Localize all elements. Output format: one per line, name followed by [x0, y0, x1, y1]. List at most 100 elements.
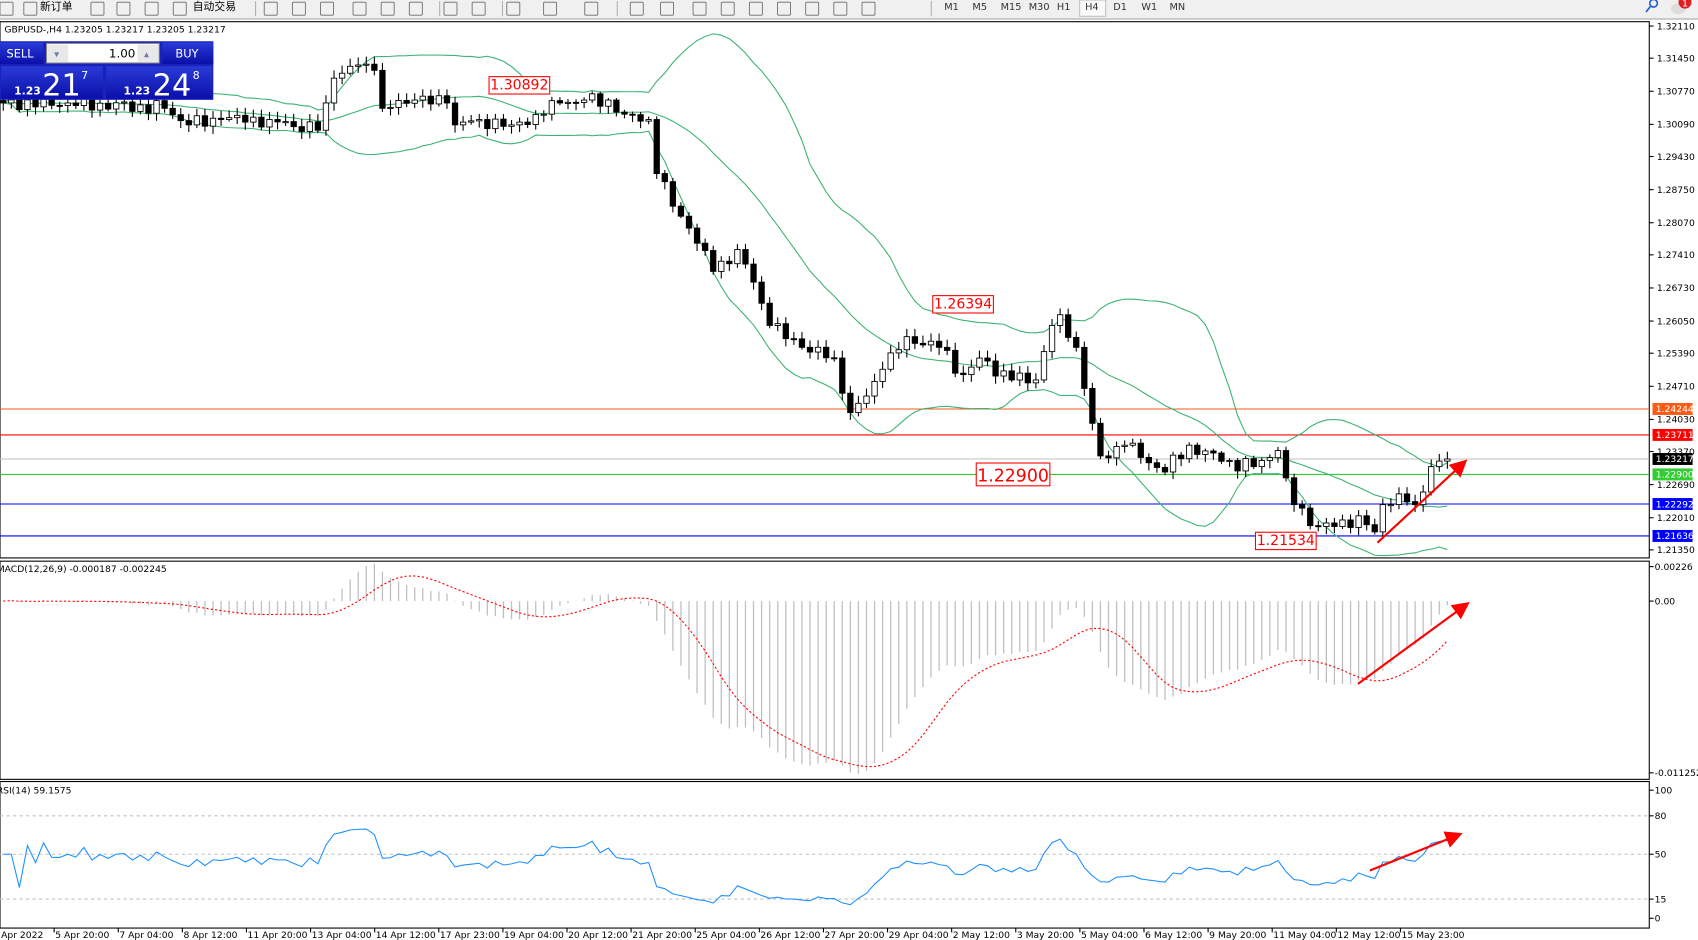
- vertical-line-icon-shape: [660, 1, 675, 16]
- gold-icon[interactable]: [23, 1, 38, 16]
- candle-body: [1186, 444, 1193, 460]
- periods-icon[interactable]: [506, 1, 521, 16]
- price-label-annotation[interactable]: 1.26394: [932, 295, 994, 314]
- sell-button[interactable]: SELL: [0, 42, 44, 65]
- sell-price-box[interactable]: 1.23 21 7: [1, 66, 103, 104]
- candle-body: [1048, 325, 1056, 353]
- candle-body: [976, 357, 983, 368]
- volume-increase-button[interactable]: [137, 44, 159, 62]
- crosshair-icon[interactable]: [629, 1, 644, 16]
- rsi-chart[interactable]: [0, 815, 1650, 906]
- bollinger-middle-band: [3, 95, 1448, 508]
- candle: [1137, 438, 1144, 464]
- price-label-box: [932, 295, 994, 314]
- timeframe-d1[interactable]: D1: [1113, 2, 1127, 13]
- time-axis: Apr 2022 5 Apr 20:00 7 Apr 04:00 8 Apr 12:0…: [1, 928, 1465, 940]
- notifications-icon[interactable]: 1: [1670, 0, 1692, 15]
- timeframe-w1[interactable]: W1: [1141, 2, 1157, 13]
- arrows-icon[interactable]: [861, 1, 876, 16]
- chart-shift-icon[interactable]: [408, 1, 423, 16]
- indicators-icon[interactable]: [471, 1, 486, 16]
- timeframe-m5[interactable]: M5: [972, 2, 987, 13]
- candle-body: [161, 100, 168, 109]
- cursor-icon[interactable]: [584, 1, 599, 16]
- candle-body: [847, 392, 854, 414]
- price-label-annotation[interactable]: 1.30892: [488, 76, 551, 95]
- price-label-text: 1.22900: [977, 466, 1049, 486]
- candle: [597, 91, 604, 114]
- candle: [516, 117, 523, 133]
- price-label-annotation[interactable]: 1.21534: [1254, 531, 1317, 551]
- macd-chart[interactable]: [3, 563, 1449, 774]
- time-tick-label: Apr 2022: [1, 930, 43, 940]
- candle: [492, 113, 499, 134]
- candle: [468, 115, 475, 125]
- candle-body: [411, 99, 418, 104]
- candle: [1250, 455, 1257, 469]
- volume-decrease-button[interactable]: [47, 44, 69, 62]
- candle-body: [863, 395, 870, 404]
- candle: [879, 361, 886, 389]
- new-order-icon[interactable]: [0, 1, 14, 16]
- candle-body: [1355, 515, 1362, 528]
- candle: [726, 256, 733, 272]
- main-chart[interactable]: 1.30892 1.26394 1.22900 1.21534: [0, 33, 1650, 557]
- candle: [621, 109, 628, 119]
- rsi-tick-label: 15: [1655, 894, 1667, 905]
- signal-icon[interactable]: [116, 1, 131, 16]
- timeframe-h4[interactable]: H4: [1085, 2, 1099, 13]
- search-icon[interactable]: [1645, 0, 1659, 13]
- price-tick-label: 1.24710: [1657, 382, 1695, 393]
- text-icon[interactable]: [805, 1, 820, 16]
- fibonacci-icon[interactable]: [777, 1, 791, 16]
- bar-chart-icon[interactable]: [172, 1, 187, 16]
- buy-price-box[interactable]: 1.23 24 8: [106, 66, 213, 104]
- candle-body: [871, 380, 878, 397]
- templates-icon[interactable]: [543, 1, 558, 16]
- market-watch-icon[interactable]: [90, 1, 105, 16]
- trendline-icon[interactable]: [720, 1, 735, 16]
- trend-arrow-price[interactable]: [1376, 459, 1468, 544]
- zoom-in-icon[interactable]: [320, 1, 334, 16]
- rsi-tick-label: 100: [1655, 785, 1673, 796]
- candle: [72, 98, 79, 110]
- candle-body: [758, 281, 765, 304]
- candle: [314, 114, 322, 134]
- autoscroll-icon[interactable]: [443, 1, 458, 16]
- candle-body: [710, 250, 717, 272]
- rsi-line: [3, 828, 1448, 906]
- price-level-label: 1.23711: [1656, 430, 1694, 441]
- candle-body: [823, 346, 830, 359]
- tile-windows-icon[interactable]: [380, 1, 395, 16]
- candle-body: [282, 121, 289, 124]
- candle-body: [734, 249, 741, 265]
- vertical-line-icon[interactable]: [660, 1, 675, 16]
- line-chart-icon[interactable]: [291, 1, 306, 16]
- new-order-button[interactable]: 新订单: [40, 0, 73, 13]
- zoom-out-icon-shape: [352, 1, 367, 16]
- candle: [548, 96, 555, 121]
- volume-field[interactable]: ▼ ▲ 1.00: [46, 42, 160, 64]
- price-label-text: 1.21534: [1257, 533, 1315, 549]
- auto-trading-button[interactable]: 自动交易: [193, 0, 236, 13]
- horizontal-line-icon[interactable]: [692, 1, 707, 16]
- trend-arrow-rsi[interactable]: [1369, 831, 1463, 872]
- timeframe-h1[interactable]: H1: [1057, 2, 1071, 13]
- timeframe-m30[interactable]: M30: [1029, 2, 1050, 13]
- zoom-out-icon[interactable]: [352, 1, 367, 16]
- candle: [484, 114, 491, 137]
- price-label-annotation[interactable]: 1.22900: [975, 462, 1051, 486]
- trend-arrow-macd[interactable]: [1357, 602, 1470, 685]
- candle: [1186, 442, 1193, 463]
- candle-body: [1315, 525, 1322, 528]
- text-label-icon[interactable]: [833, 1, 848, 16]
- bollinger-lower-band: [3, 102, 1448, 557]
- buy-button[interactable]: BUY: [162, 42, 214, 65]
- timeframe-mn[interactable]: MN: [1170, 2, 1186, 13]
- timeframe-m15[interactable]: M15: [1001, 2, 1022, 13]
- candlestick-icon[interactable]: [263, 1, 278, 16]
- equidistant-channel-icon[interactable]: [748, 1, 763, 16]
- timeframe-m1[interactable]: M1: [944, 2, 959, 13]
- auto-trading-icon[interactable]: [144, 1, 159, 16]
